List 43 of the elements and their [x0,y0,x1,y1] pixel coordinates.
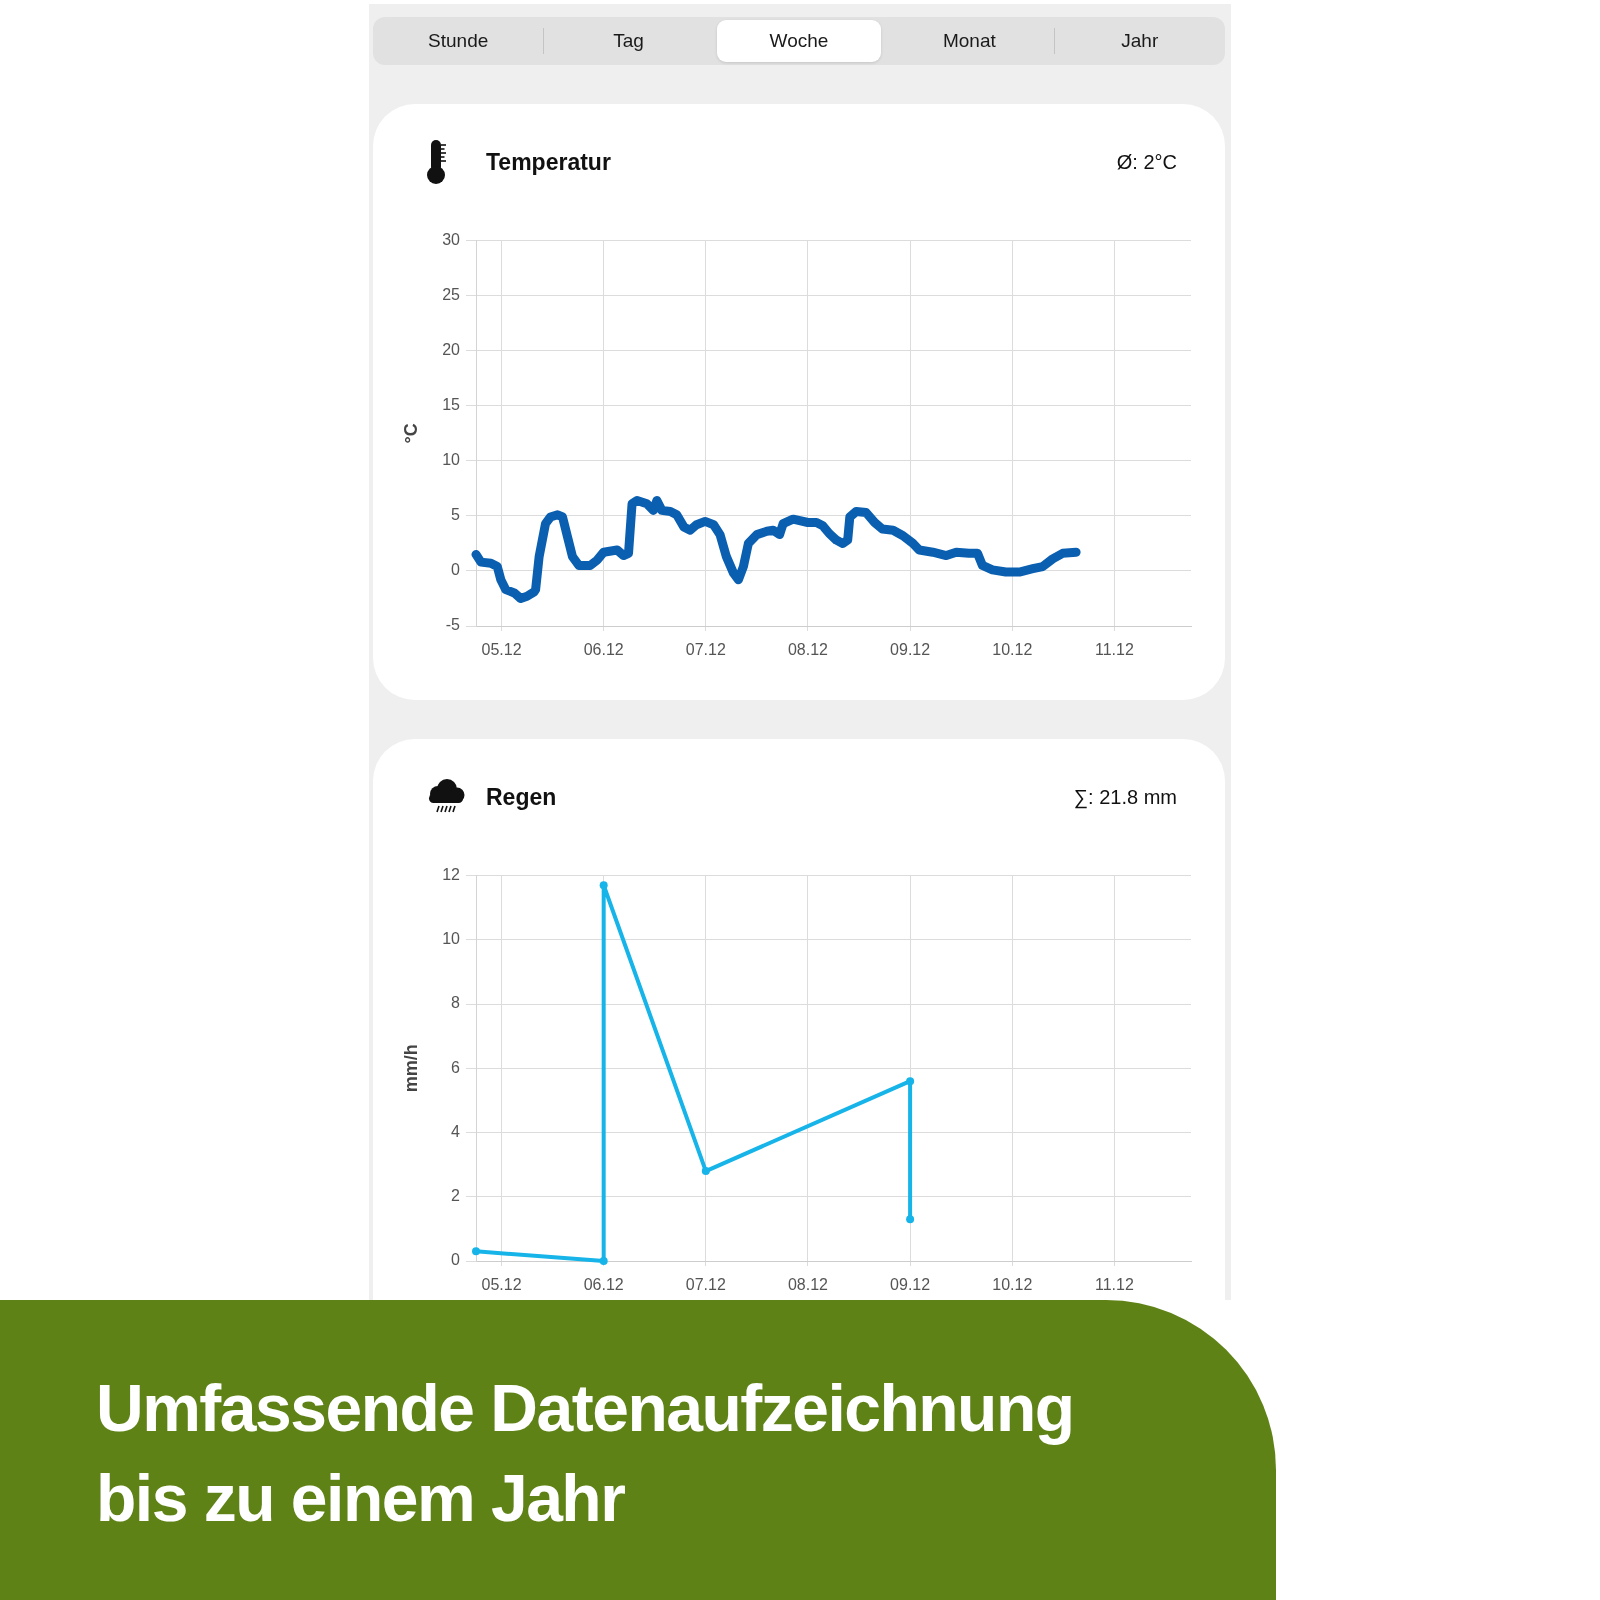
x-tick-label: 11.12 [1094,1276,1134,1294]
y-tick-label: 30 [442,231,461,249]
chart-title: Temperatur [486,148,611,177]
x-tick-label: 05.12 [481,1276,522,1294]
banner: Umfassende Datenaufzeichnung bis zu einem Jahr [0,1300,1276,1600]
x-tick-label: 06.12 [583,641,624,659]
x-tick-label: 05.12 [481,641,522,659]
tab[interactable]: Stunde [376,20,541,62]
y-tick-label: 12 [442,866,461,884]
tab[interactable]: Jahr [1057,20,1222,62]
y-tick-label: 25 [442,286,461,304]
tab[interactable]: Tag [546,20,711,62]
y-tick-label: 15 [442,396,461,414]
chart-title: Regen [486,783,557,812]
x-tick-label: 08.12 [787,1276,829,1294]
y-tick-label: 5 [451,506,461,524]
y-tick-label: 20 [442,341,461,359]
card: Regen ∑: 21.8 mm mm/h 05.12 06.12 07.12 08.12 09.12 10.12 11.12 0 2 4 6 8 10 12 [373,739,1225,1300]
y-tick-label: 10 [442,930,461,948]
x-tick-label: 11.12 [1094,641,1134,659]
tab[interactable]: Monat [887,20,1052,62]
selected-tab[interactable]: Woche [716,20,882,62]
y-tick-label: 8 [451,994,461,1012]
y-tick-label: 10 [442,451,461,469]
text: ∑: 21.8 mm [1073,785,1177,811]
y-axis-title: °C [400,423,421,444]
x-tick-label: 08.12 [787,641,829,659]
x-tick-label: 07.12 [685,641,726,659]
x-tick-label: 06.12 [583,1276,624,1294]
y-tick-label: 6 [451,1058,461,1076]
y-tick-label: 0 [451,1251,461,1269]
x-tick-label: 10.12 [992,1276,1033,1294]
text: Ø: 2°C [1116,150,1177,175]
y-tick-label: 4 [451,1122,461,1140]
y-axis-title: mm/h [400,1044,421,1093]
card: Temperatur Ø: 2°C °C 05.12 06.12 07.12 08.12 09.12 10.12 11.12 -5 0 5 10 15 20 25 30 [373,104,1225,700]
y-tick-label: -5 [445,616,461,634]
x-tick-label: 10.12 [992,641,1033,659]
y-tick-label: 2 [451,1187,461,1205]
x-tick-label: 07.12 [685,1276,726,1294]
x-tick-label: 09.12 [890,641,931,659]
x-tick-label: 09.12 [890,1276,931,1294]
y-tick-label: 0 [451,561,461,579]
